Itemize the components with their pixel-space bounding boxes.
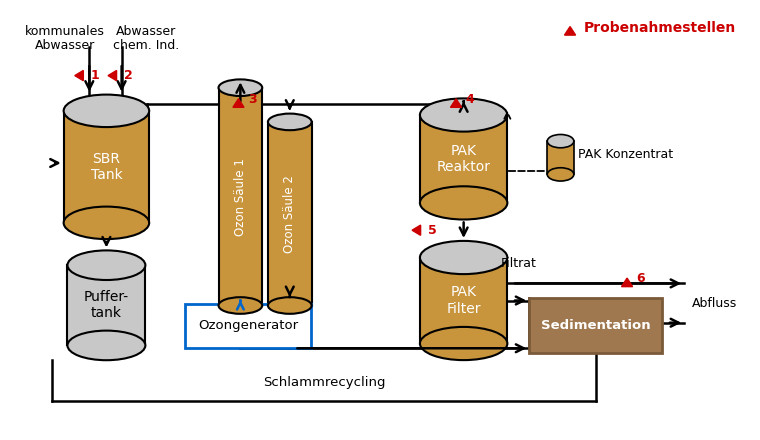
Ellipse shape	[64, 207, 149, 239]
FancyBboxPatch shape	[529, 298, 662, 353]
Ellipse shape	[268, 297, 312, 314]
Ellipse shape	[219, 297, 262, 314]
Ellipse shape	[420, 99, 508, 132]
Ellipse shape	[547, 168, 574, 181]
Polygon shape	[547, 141, 574, 174]
FancyBboxPatch shape	[185, 304, 311, 348]
Ellipse shape	[547, 135, 574, 148]
Text: 1: 1	[90, 69, 99, 82]
Text: 5: 5	[428, 224, 436, 237]
Ellipse shape	[219, 79, 262, 96]
Text: Probenahmestellen: Probenahmestellen	[584, 21, 736, 35]
Ellipse shape	[420, 241, 508, 274]
Text: PAK Konzentrat: PAK Konzentrat	[578, 148, 673, 161]
Ellipse shape	[68, 330, 145, 360]
Text: 4: 4	[466, 93, 474, 106]
Text: PAK
Reaktor: PAK Reaktor	[437, 144, 491, 174]
Ellipse shape	[420, 186, 508, 220]
Polygon shape	[268, 122, 312, 305]
Polygon shape	[420, 115, 508, 203]
Text: Sedimentation: Sedimentation	[541, 319, 651, 332]
Ellipse shape	[68, 250, 145, 280]
Polygon shape	[108, 70, 116, 81]
Polygon shape	[622, 278, 632, 286]
Text: Ozon Säule 1: Ozon Säule 1	[234, 158, 247, 235]
Text: Schlammrecycling: Schlammrecycling	[263, 376, 385, 389]
Text: 2: 2	[124, 69, 132, 82]
Text: PAK
Filter: PAK Filter	[446, 286, 481, 315]
Text: 6: 6	[637, 272, 645, 285]
Polygon shape	[64, 111, 149, 223]
Text: kommunales: kommunales	[24, 26, 105, 38]
Ellipse shape	[64, 95, 149, 127]
Ellipse shape	[420, 327, 508, 360]
Polygon shape	[451, 99, 461, 107]
Polygon shape	[74, 70, 84, 81]
Polygon shape	[68, 265, 145, 345]
Text: Ozon Säule 2: Ozon Säule 2	[283, 175, 296, 253]
Polygon shape	[420, 257, 508, 344]
Text: Abfluss: Abfluss	[692, 297, 737, 310]
Polygon shape	[565, 26, 575, 35]
Ellipse shape	[268, 114, 312, 130]
Polygon shape	[219, 88, 262, 305]
Text: SBR
Tank: SBR Tank	[90, 152, 122, 182]
Polygon shape	[412, 225, 420, 235]
Text: Ozongenerator: Ozongenerator	[198, 319, 298, 333]
Text: Abwasser: Abwasser	[34, 39, 95, 51]
Text: Puffer-
tank: Puffer- tank	[84, 290, 129, 320]
Text: chem. Ind.: chem. Ind.	[113, 39, 179, 51]
Text: Abwasser: Abwasser	[116, 26, 176, 38]
Text: Filtrat: Filtrat	[500, 257, 537, 270]
Text: 3: 3	[248, 93, 257, 106]
Polygon shape	[233, 99, 244, 107]
